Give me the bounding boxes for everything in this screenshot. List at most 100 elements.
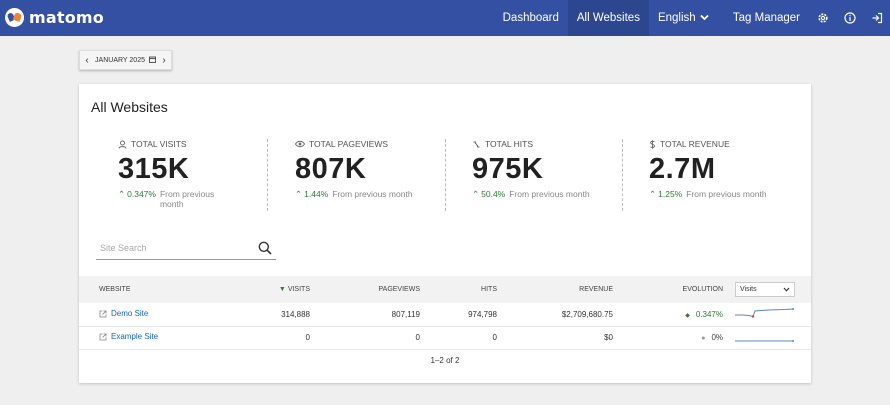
evolution-value: 0% [711,333,723,342]
kpi-value: 975K [472,153,544,185]
next-period-icon[interactable]: › [162,54,166,66]
kpi-change: ⌃ 50.4% [472,189,505,200]
kpi-value: 315K [118,153,190,185]
settings-gear-icon[interactable] [809,0,836,36]
kpi-label: TOTAL PAGEVIEWS [295,139,465,149]
site-name: Demo Site [111,309,149,318]
help-info-icon[interactable] [836,0,863,36]
nav-tag-manager[interactable]: Tag Manager [732,12,800,24]
hits-cell: 974,798 [468,309,497,319]
sparkline-cell [727,303,811,326]
kpi-from-label: From previous month [332,189,413,199]
evolution-metric-select[interactable]: Visits [735,282,795,297]
eye-icon [295,140,305,148]
trend-up-icon: ⌃ [472,189,480,199]
user-icon [118,140,127,149]
visits-sparkline[interactable] [735,330,795,344]
column-header-visits-label: VISITS [287,286,310,293]
external-link-icon [99,333,107,341]
language-label: English [657,12,696,24]
kpi-divider [622,139,623,211]
visits-cell: 0 [305,333,310,342]
dollar-icon [650,139,655,149]
revenue-cell: $2,709,680.75 [561,309,613,319]
websites-table: WEBSITE ▼ VISITS PAGEVIEWS HITS REVENUE … [79,276,811,350]
column-header-website[interactable]: WEBSITE [99,286,131,293]
column-header-revenue[interactable]: REVENUE [579,286,613,293]
period-selector[interactable]: ‹ JANUARY 2025 › [79,50,172,70]
previous-period-icon[interactable]: ‹ [85,54,89,66]
kpi-label-text: TOTAL REVENUE [660,139,730,149]
revenue-cell: $0 [604,333,613,342]
kpi-from-label: From previous month [159,189,215,209]
external-link-icon [99,310,107,317]
nav-language-selector[interactable]: English [649,0,718,36]
kpi-change-value: 50.4% [481,189,506,199]
kpi-total-pageviews: TOTAL PAGEVIEWS 807K ⌃ 1.44% From previou… [295,139,465,200]
search-icon[interactable] [258,241,272,255]
kpi-label-text: TOTAL PAGEVIEWS [309,139,389,149]
evolution-cell: ● 0% [617,326,727,349]
kpi-from-label: From previous month [686,189,767,199]
kpi-trend: ⌃ 1.44% From previous month [295,189,465,200]
app-name: matomo [29,8,104,27]
pageviews-cell: 0 [415,333,420,342]
kpi-total-visits: TOTAL VISITS 315K ⌃ 0.347% From previous … [118,139,288,209]
kpi-divider [267,139,268,211]
table-row: Example Site 0 0 0 $0 ● 0% [79,326,811,349]
all-websites-card: All Websites TOTAL VISITS 315K ⌃ 0.347% F… [79,84,811,383]
visits-sparkline[interactable] [735,306,795,320]
page-title: All Websites [91,99,168,115]
trend-up-dot-icon: ◆ [685,312,690,319]
site-search-input[interactable] [96,238,246,258]
neutral-dot-icon: ● [701,335,706,342]
table-header-row: WEBSITE ▼ VISITS PAGEVIEWS HITS REVENUE … [79,276,811,303]
nav-all-websites[interactable]: All Websites [567,0,649,36]
kpi-from-label: From previous month [509,189,590,199]
kpi-change-value: 1.25% [658,189,683,199]
site-search [96,238,276,260]
nav-dashboard[interactable]: Dashboard [502,12,559,24]
kpi-trend: ⌃ 0.347% From previous month [118,189,288,209]
site-name: Example Site [111,332,159,342]
table-row: Demo Site 314,888 807,119 974,798 $2,709… [79,303,811,326]
logout-icon[interactable] [863,0,890,36]
period-label: JANUARY 2025 [94,56,157,64]
evolution-cell: ◆ 0.347% [617,303,727,326]
kpi-label-text: TOTAL VISITS [131,139,187,149]
kpi-change-value: 1.44% [304,189,329,199]
chevron-down-icon [700,15,709,21]
kpi-label-text: TOTAL HITS [485,139,534,149]
column-header-pageviews[interactable]: PAGEVIEWS [378,286,421,293]
trend-up-icon: ⌃ [295,189,303,199]
column-header-visits[interactable]: ▼ VISITS [219,276,314,303]
kpi-total-revenue: TOTAL REVENUE 2.7M ⌃ 1.25% From previous … [649,139,819,200]
hits-icon [473,141,480,147]
column-header-hits[interactable]: HITS [481,286,497,293]
kpi-label: TOTAL VISITS [118,139,288,149]
kpi-total-hits: TOTAL HITS 975K ⌃ 50.4% From previous mon… [472,139,642,200]
pageviews-cell: 807,119 [391,309,420,319]
top-navigation-bar: matomo Dashboard All Websites English Ta… [0,0,890,36]
website-cell: Demo Site [79,303,219,326]
sort-desc-icon: ▼ [278,286,286,293]
site-link[interactable]: Demo Site [99,309,148,318]
kpi-label: TOTAL REVENUE [649,139,819,149]
kpi-change: ⌃ 0.347% [118,189,156,200]
kpi-label: TOTAL HITS [472,139,642,149]
chevron-down-icon [783,287,790,292]
main-nav: Dashboard All Websites English Tag Manag… [494,0,890,36]
kpi-change-value: 0.347% [127,189,156,199]
kpi-trend: ⌃ 50.4% From previous month [472,189,642,200]
kpi-trend: ⌃ 1.25% From previous month [649,189,819,200]
matomo-logo[interactable]: matomo [5,8,104,27]
column-header-evolution: EVOLUTION [682,286,723,293]
pagination-info: 1–2 of 2 [430,356,460,365]
trend-up-icon: ⌃ [118,189,126,199]
kpi-value: 2.7M [649,153,716,185]
visits-cell: 314,888 [281,309,310,319]
kpi-value: 807K [295,153,367,185]
site-link[interactable]: Example Site [99,332,158,341]
kpi-divider [445,139,446,211]
period-text: JANUARY 2025 [95,57,145,64]
